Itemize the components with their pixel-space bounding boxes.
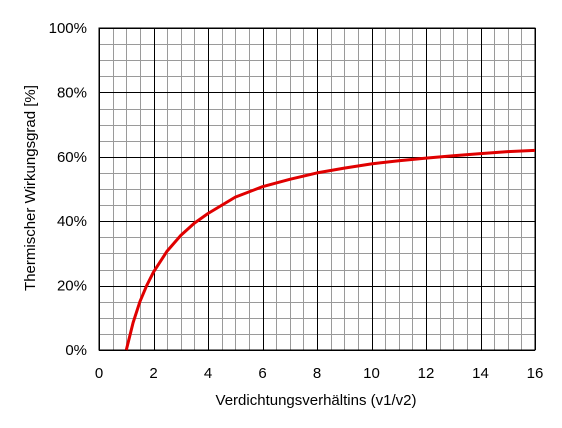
- x-tick-label: 0: [95, 365, 103, 382]
- plot-frame: [98, 27, 536, 351]
- x-tick-label: 2: [149, 365, 157, 382]
- x-tick-label: 10: [363, 365, 380, 382]
- y-tick-label: 100%: [49, 20, 87, 37]
- x-tick-label: 14: [472, 365, 489, 382]
- y-tick-label: 0%: [65, 342, 87, 359]
- y-tick-label: 40%: [57, 213, 87, 230]
- y-tick-labels: 0% 20% 40% 60% 80% 100%: [49, 20, 87, 359]
- efficiency-series-line: [124, 148, 536, 351]
- y-axis-label: Thermischer Wirkungsgrad [%]: [22, 85, 39, 291]
- x-tick-labels: 0 2 4 6 8 10 12 14 16: [95, 365, 544, 382]
- y-tick-label: 20%: [57, 278, 87, 295]
- x-tick-label: 6: [258, 365, 266, 382]
- x-tick-label: 4: [204, 365, 212, 382]
- x-tick-label: 16: [527, 365, 544, 382]
- x-axis-label: Verdichtungsverhältins (v1/v2): [216, 392, 417, 409]
- series-layer: [124, 148, 536, 351]
- y-tick-label: 80%: [57, 84, 87, 101]
- x-tick-label: 12: [418, 365, 435, 382]
- x-tick-label: 8: [313, 365, 321, 382]
- y-tick-label: 60%: [57, 149, 87, 166]
